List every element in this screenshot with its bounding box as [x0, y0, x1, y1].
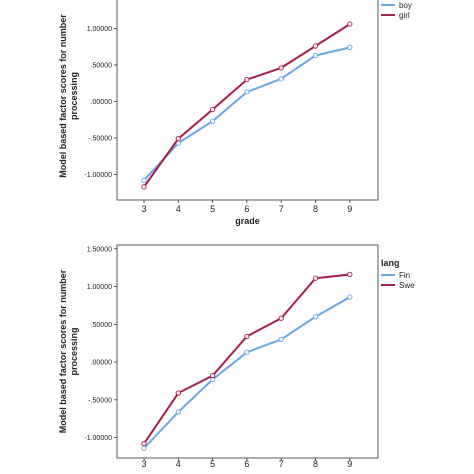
y-axis-title-line1: Model based factor scores for number — [58, 269, 68, 433]
data-point-boy — [312, 52, 319, 59]
data-point-boy — [347, 44, 353, 51]
data-point-swe — [347, 271, 353, 278]
data-point-fin — [175, 409, 182, 415]
chart-1: 1.500001.00000.50000.00000-.50000-1.0000… — [58, 0, 412, 226]
data-point-swe — [278, 315, 284, 321]
x-tick-label: 8 — [313, 459, 318, 469]
data-point-girl — [141, 184, 147, 190]
y-axis-title: Model based factor scores for numberproc… — [58, 14, 79, 178]
x-tick-label: 3 — [141, 204, 146, 214]
data-point-fin — [347, 294, 353, 300]
data-point-swe — [312, 275, 319, 281]
data-point-girl — [278, 65, 284, 71]
legend-label-girl: girl — [399, 11, 410, 20]
data-point-girl — [312, 43, 319, 49]
legend-label-boy: boy — [399, 1, 412, 10]
data-point-fin — [312, 314, 319, 320]
chart-2: 1.50000 1.00000 .50000 .00000 -.50000 -1.0000… — [58, 244, 415, 469]
y-axis-title-line1: Model based factor scores for number — [58, 14, 68, 178]
x-tick-label: 9 — [347, 459, 352, 469]
data-point-boy — [278, 76, 284, 82]
x-tick-label: 8 — [313, 204, 318, 214]
y-tick-label: .50000 — [91, 322, 113, 329]
y-tick-label: 1.50000 — [87, 246, 112, 253]
legend-label-swe: Swe — [399, 281, 415, 290]
y-axis-title: Model based factor scores for numberproc… — [58, 269, 79, 433]
x-tick-label: 6 — [244, 459, 249, 469]
data-point-swe — [141, 440, 147, 447]
y-tick-label: -1.00000 — [84, 435, 112, 442]
y-tick-label: -1.00000 — [84, 172, 112, 179]
data-point-fin — [278, 336, 284, 343]
legend-label-fin: Fin — [399, 271, 410, 280]
data-point-boy — [244, 89, 250, 95]
data-point-swe — [175, 390, 182, 396]
x-tick-label: 6 — [244, 204, 249, 214]
y-tick-label: 1.00000 — [87, 26, 112, 33]
x-tick-label: 5 — [210, 204, 215, 214]
data-point-girl — [244, 76, 250, 83]
y-tick-label: -.50000 — [88, 135, 112, 142]
y-tick-label: -.50000 — [88, 397, 112, 404]
data-point-fin — [141, 445, 147, 451]
x-tick-label: 7 — [279, 459, 284, 469]
y-tick-label: .00000 — [91, 99, 113, 106]
data-point-swe — [244, 333, 250, 340]
data-point-boy — [209, 118, 216, 124]
y-tick-label: 1.00000 — [87, 284, 112, 291]
y-axis-title-line2: processing — [69, 72, 79, 120]
x-tick-label: 5 — [210, 459, 215, 469]
data-point-fin — [244, 349, 250, 355]
x-tick-label: 9 — [347, 204, 352, 214]
x-tick-label: 4 — [176, 204, 181, 214]
y-tick-label: .50000 — [91, 62, 113, 69]
data-point-girl — [209, 106, 216, 113]
data-point-girl — [347, 21, 353, 27]
x-tick-label: 3 — [141, 459, 146, 469]
data-point-swe — [209, 372, 216, 379]
x-tick-label: 7 — [279, 204, 284, 214]
legend-title: lang — [381, 258, 400, 268]
x-tick-label: 4 — [176, 459, 181, 469]
y-axis-title-line2: processing — [69, 327, 79, 375]
x-axis-title: grade — [235, 216, 260, 226]
y-tick-label: .00000 — [91, 360, 113, 367]
data-point-girl — [175, 135, 182, 142]
data-point-boy — [141, 177, 147, 183]
